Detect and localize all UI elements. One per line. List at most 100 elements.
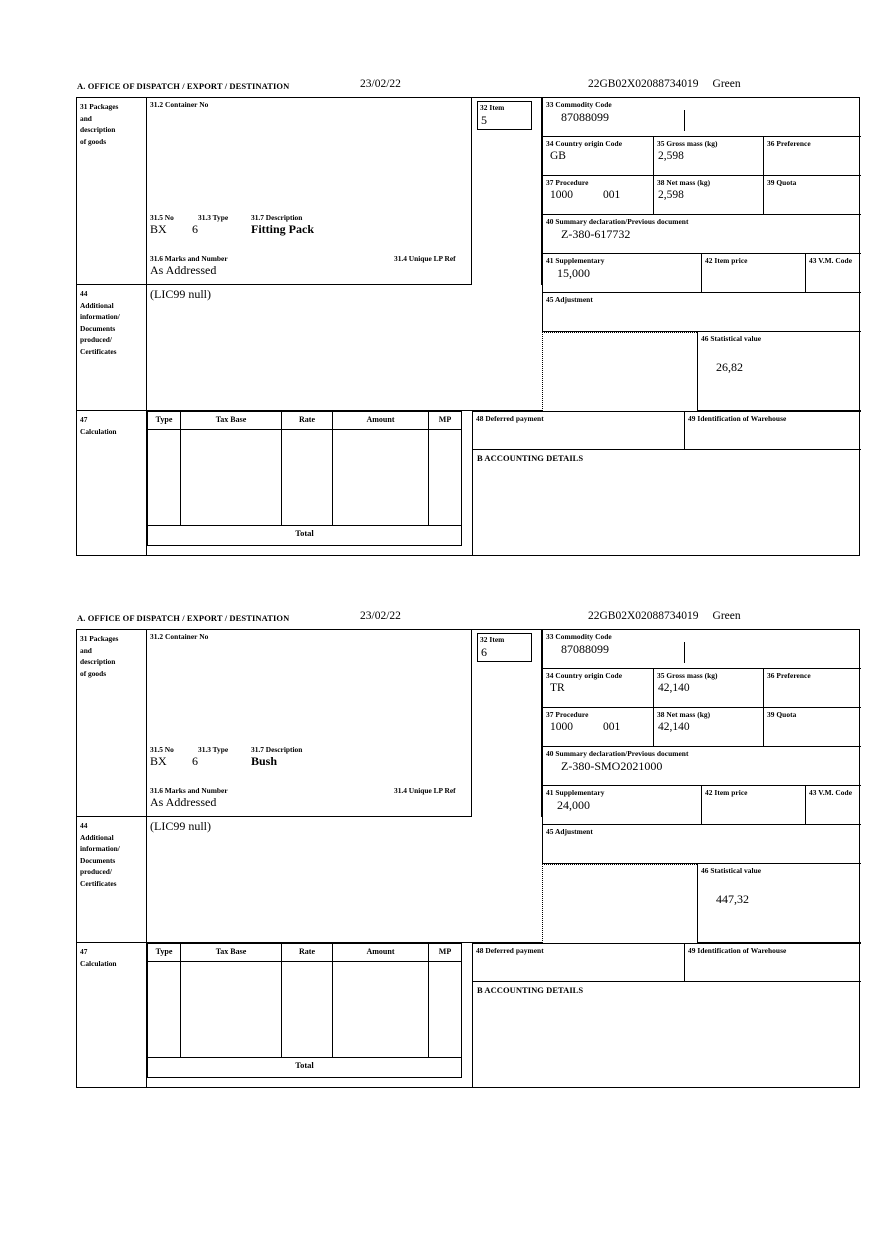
calc-body-type [147, 962, 181, 1058]
box-31-2-container: 31.2 Container No 31.5 No 31.3 Type 31.7… [147, 630, 472, 817]
container-no-value [147, 643, 471, 646]
box-44-label: 44 Additional information/Documents produce… [80, 289, 120, 356]
box-33-label: 33 Commodity Code [546, 632, 612, 641]
goods-description-value: Bush [251, 754, 278, 768]
package-detail-row: 31.5 No 31.3 Type 31.7 Description BX 6 … [147, 213, 471, 247]
box-45-label: 45 Adjustment [546, 827, 593, 836]
form-header: A. OFFICE OF DISPATCH / EXPORT / DESTINA… [76, 610, 862, 629]
calc-header-mp: MP [429, 943, 462, 962]
form-header: A. OFFICE OF DISPATCH / EXPORT / DESTINA… [76, 78, 862, 97]
commodity-code-divider [684, 110, 685, 131]
declaration-date: 23/02/22 [360, 610, 401, 622]
box-44-stub: 44 Additional information/Documents produce… [77, 817, 147, 943]
declaration-form-item-5: A. OFFICE OF DISPATCH / EXPORT / DESTINA… [76, 78, 862, 556]
box-44-content: (LIC99 null) [147, 285, 542, 411]
box-31-2-label: 31.2 Container No [150, 100, 209, 109]
calc-col-amount-label: Amount [366, 415, 395, 424]
box-45-continuation [542, 332, 697, 411]
box-49-cell: 49 Identification of Warehouse [684, 943, 861, 982]
box-35-cell: 35 Gross mass (kg) 42,140 [653, 669, 763, 708]
summary-declaration-value: Z-380-617732 [561, 226, 631, 241]
box-b-label: B ACCOUNTING DETAILS [477, 985, 584, 995]
calc-header-mp: MP [429, 411, 462, 430]
commodity-code-divider [684, 642, 685, 663]
declaration-date: 23/02/22 [360, 78, 401, 90]
calc-col-rate-label: Rate [299, 947, 315, 956]
box-43-cell: 43 V.M. Code [805, 254, 861, 293]
box-45-label: 45 Adjustment [546, 295, 593, 304]
additional-information-value: (LIC99 null) [150, 287, 211, 301]
item-number-value: 6 [481, 644, 487, 659]
calc-col-amount-label: Amount [366, 947, 395, 956]
box-47-label: 47 Calculation [80, 415, 117, 436]
calc-body-amount [333, 962, 429, 1058]
summary-declaration-value: Z-380-SMO2021000 [561, 758, 663, 773]
container-no-value [147, 111, 471, 114]
box-33-cell: 33 Commodity Code 87088099 [542, 98, 861, 137]
box-38-cell: 38 Net mass (kg) 2,598 [653, 176, 763, 215]
box-35-cell: 35 Gross mass (kg) 2,598 [653, 137, 763, 176]
calc-col-type-label: Type [155, 947, 173, 956]
box-31-6-label: 31.6 Marks and Number [150, 254, 228, 263]
box-38-label: 38 Net mass (kg) [657, 710, 711, 719]
box-44-label: 44 Additional information/Documents produce… [80, 821, 120, 888]
box-31-7-label: 31.7 Description [251, 213, 303, 222]
package-no-value: BX [150, 754, 167, 768]
box-31-2-label: 31.2 Container No [150, 632, 209, 641]
box-39-label: 39 Quota [767, 178, 797, 187]
box-42-label: 42 Item price [705, 256, 748, 265]
calc-body-tax-base [181, 430, 282, 526]
box-31-label: 31 Packages and description of goods [80, 634, 119, 678]
box-34-cell: 34 Country origin Code GB [542, 137, 653, 176]
calc-body-rate [282, 430, 333, 526]
box-34-label: 34 Country origin Code [546, 671, 623, 680]
additional-information-value: (LIC99 null) [150, 819, 211, 833]
box-b-cell: B ACCOUNTING DETAILS [472, 982, 861, 1087]
calc-body-tax-base [181, 962, 282, 1058]
calc-body-rate [282, 962, 333, 1058]
statistical-value-value: 26,82 [716, 359, 743, 374]
item-number-value: 5 [481, 112, 487, 127]
procedure-additional-value: 001 [603, 721, 621, 733]
box-45-cell: 45 Adjustment [542, 825, 861, 864]
calc-col-rate-label: Rate [299, 415, 315, 424]
box-47-label: 47 Calculation [80, 947, 117, 968]
package-no-value: BX [150, 222, 167, 236]
procedure-code-value: 1000 [550, 721, 573, 733]
supplementary-value: 24,000 [557, 797, 590, 812]
box-44-content: (LIC99 null) [147, 817, 542, 943]
mrn-header: 22GB02X02088734019 Green [588, 610, 741, 622]
box-43-label: 43 V.M. Code [809, 788, 853, 797]
procedure-code-value: 1000 [550, 189, 573, 201]
box-39-cell: 39 Quota [763, 708, 861, 747]
box-41-label: 41 Supplementary [546, 788, 605, 797]
box-31-3-label: 31.3 Type [198, 213, 229, 222]
declaration-frame: 31 Packages and description of goods 31.2 C… [76, 97, 861, 556]
route-status: Green [712, 78, 741, 90]
calc-total-row: Total [147, 1058, 462, 1078]
procedure-additional-value: 001 [603, 189, 621, 201]
calc-header-rate: Rate [282, 943, 333, 962]
calc-header-rate: Rate [282, 411, 333, 430]
box-36-cell: 36 Preference [763, 137, 861, 176]
box-37-label: 37 Procedure [546, 710, 589, 719]
package-detail-row: 31.5 No 31.3 Type 31.7 Description BX 6 … [147, 745, 471, 779]
marks-row: 31.6 Marks and Number 31.4 Unique LP Ref… [147, 254, 471, 284]
country-origin-value: GB [550, 149, 566, 162]
calc-header-amount: Amount [333, 411, 429, 430]
box-40-label: 40 Summary declaration/Previous document [546, 217, 689, 226]
box-31-2-container: 31.2 Container No 31.5 No 31.3 Type 31.7… [147, 98, 472, 285]
supplementary-value: 15,000 [557, 265, 590, 280]
box-42-label: 42 Item price [705, 788, 748, 797]
commodity-code-value: 87088099 [561, 641, 609, 656]
box-31-6-label: 31.6 Marks and Number [150, 786, 228, 795]
box-45-continuation [542, 864, 697, 943]
box-48-label: 48 Deferred payment [476, 946, 544, 955]
box-40-cell: 40 Summary declaration/Previous document… [542, 747, 861, 786]
box-41-label: 41 Supplementary [546, 256, 605, 265]
gross-mass-value: 2,598 [658, 149, 684, 162]
box-32-item-frame: 32 Item 6 [477, 633, 532, 662]
box-36-label: 36 Preference [767, 139, 811, 148]
box-b-label: B ACCOUNTING DETAILS [477, 453, 584, 463]
marks-row: 31.6 Marks and Number 31.4 Unique LP Ref… [147, 786, 471, 816]
